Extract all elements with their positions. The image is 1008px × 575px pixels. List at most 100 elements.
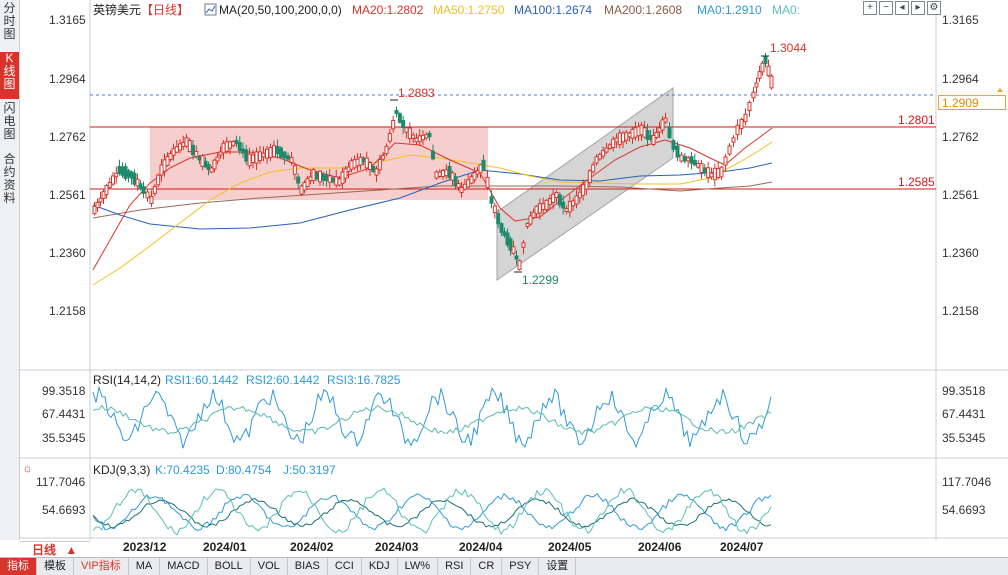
candle-body [551, 193, 556, 203]
candle-body [364, 157, 369, 169]
zoom-out-icon[interactable]: − [879, 1, 893, 15]
candle-body [702, 167, 707, 174]
settings-icon[interactable]: ⚙ [927, 1, 941, 15]
tab-settings[interactable]: 设置 [539, 558, 577, 575]
candle-body [282, 151, 287, 159]
tab-time-sharing[interactable]: 分时图 [3, 1, 16, 41]
tab-psy[interactable]: PSY [502, 558, 540, 575]
candle-body [401, 120, 406, 128]
candle-body [324, 174, 329, 182]
candle-body [171, 148, 176, 156]
tab-contract-info[interactable]: 合约资料 [3, 152, 16, 205]
rsi-tick: 67.4431 [42, 407, 86, 421]
candle-body [258, 151, 262, 162]
kdj-d-value: D:80.4754 [216, 463, 272, 477]
tab-flash[interactable]: 闪电图 [3, 101, 16, 141]
time-tick: 2024/07 [720, 540, 764, 554]
candle-body [397, 113, 402, 123]
time-tick: 2024/06 [638, 540, 682, 554]
candle-body [292, 165, 297, 175]
candle-body [168, 153, 173, 160]
support-label: 1.2585 [898, 175, 935, 189]
candle-body [221, 142, 226, 154]
march-peak-label: 1.2893 [398, 86, 435, 100]
candle-body [496, 213, 501, 225]
tab-vol[interactable]: VOL [251, 558, 288, 575]
candle-body [104, 185, 109, 195]
candle-body [314, 171, 319, 180]
tab-ma[interactable]: MA [129, 558, 161, 575]
time-tick: 2024/02 [290, 540, 334, 554]
kdj-legend: KDJ(9,3,3) K:70.4235 D:80.4754 J:50.3197 [93, 463, 336, 477]
tab-macd[interactable]: MACD [160, 558, 208, 575]
candle-body [321, 173, 326, 181]
tab-kdj[interactable]: KDJ [362, 558, 398, 575]
candle-body [407, 127, 412, 140]
candle-body [696, 163, 701, 168]
kline-chart[interactable]: 英镑美元 【日线】 MA(20,50,100,200,0,0) MA20:1.2… [0, 0, 1008, 557]
candle-body [660, 119, 665, 131]
price-marker-icon [997, 88, 1003, 92]
rsi-fast-line [92, 385, 772, 449]
tab-cr[interactable]: CR [471, 558, 503, 575]
candle-body [453, 176, 458, 186]
candle-body [663, 117, 668, 123]
ma100-line [92, 162, 773, 230]
tab-kline[interactable]: K线图 [0, 52, 19, 99]
candle-body [511, 246, 516, 254]
tab-vip-indicators[interactable]: VIP指标 [74, 558, 129, 575]
step-right-icon[interactable]: ▸ [911, 1, 925, 15]
candle-body [311, 168, 316, 182]
price-tick: 1.2360 [49, 246, 86, 260]
candle-body [564, 207, 569, 213]
rsi-slow-line [92, 404, 772, 436]
candle-body [594, 156, 599, 164]
candle-body [731, 137, 736, 143]
rsi3-value: RSI3:16.7825 [327, 373, 401, 387]
candle-body [601, 150, 606, 157]
rsi-tick: 35.5345 [942, 431, 986, 445]
candle-body [541, 203, 546, 211]
zoom-in-icon[interactable]: + [863, 1, 877, 15]
candle-body [766, 65, 771, 77]
candle-body [699, 163, 704, 173]
candle-body [481, 159, 486, 171]
rsi-tick: 99.3518 [42, 384, 86, 398]
kdj-k-value: K:70.4235 [155, 463, 210, 477]
candle-body [101, 191, 106, 199]
price-tick: 1.3165 [49, 13, 86, 27]
ma-legend: 英镑美元 【日线】 MA(20,50,100,200,0,0) MA20:1.2… [93, 2, 800, 17]
candle-body [165, 156, 170, 166]
candle-body [645, 130, 650, 140]
candle-body [581, 184, 586, 196]
candle-body [525, 222, 530, 228]
time-tick: 2024/01 [203, 540, 247, 554]
price-axis-right: 1.3165 1.2964 1.2762 1.2561 1.2360 1.215… [942, 13, 979, 318]
tab-cci[interactable]: CCI [328, 558, 362, 575]
step-left-icon[interactable]: ◂ [895, 1, 909, 15]
candle-body [149, 196, 154, 204]
candle-body [107, 181, 112, 189]
tab-boll[interactable]: BOLL [208, 558, 251, 575]
candle-body [557, 194, 562, 206]
period-selector[interactable]: 日线 ▲ [20, 541, 90, 557]
candle-body [456, 183, 461, 188]
candle-body [417, 135, 422, 143]
price-tick: 1.2964 [942, 72, 979, 86]
tab-rsi[interactable]: RSI [438, 558, 472, 575]
indicator-tab-bar: 指标 模板 VIP指标 MA MACD BOLL VOL BIAS CCI KD… [0, 557, 1008, 575]
low-label: 1.2299 [522, 273, 559, 287]
candle-body [141, 186, 146, 194]
candle-body [611, 138, 616, 148]
tab-indicators[interactable]: 指标 [0, 558, 37, 575]
ma20-value: MA20:1.2802 [352, 3, 424, 17]
tab-templates[interactable]: 模板 [37, 558, 74, 575]
candle-body [404, 127, 409, 133]
candle-body [181, 142, 186, 147]
candle-body [716, 167, 721, 179]
tab-lw[interactable]: LW% [398, 558, 439, 575]
time-tick: 2024/05 [548, 540, 592, 554]
tab-bias[interactable]: BIAS [288, 558, 328, 575]
candle-body [289, 156, 294, 164]
candle-body [427, 132, 432, 138]
